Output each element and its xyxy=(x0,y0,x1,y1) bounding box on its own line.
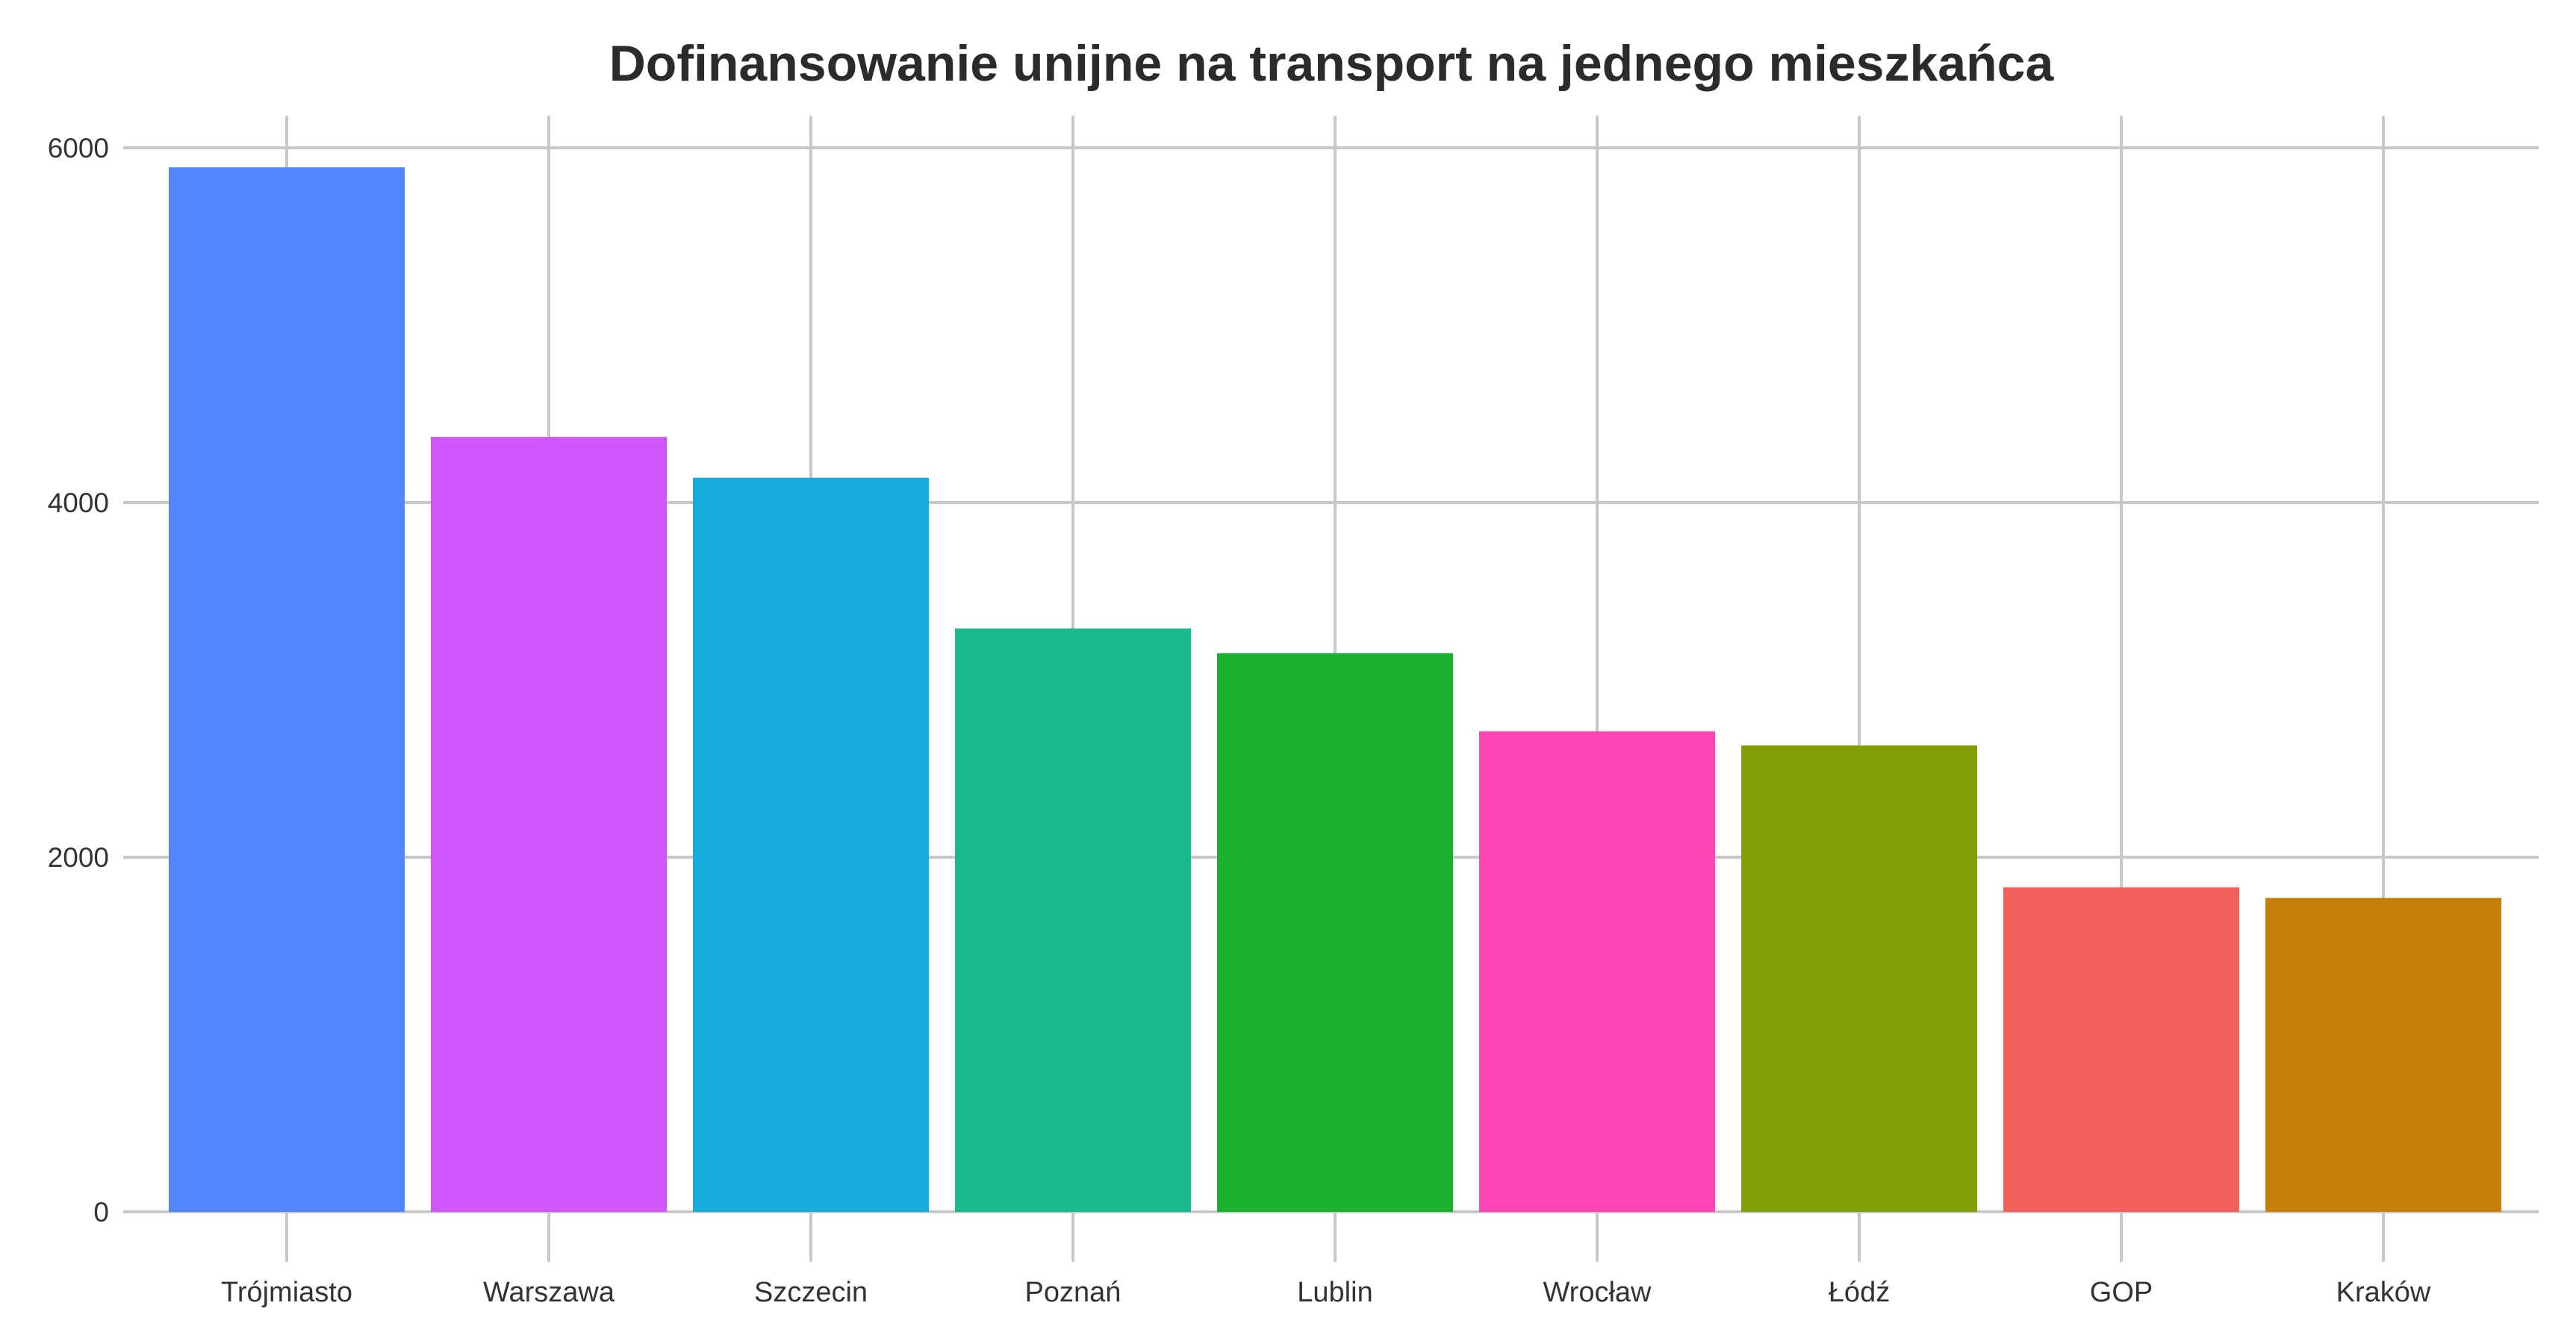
y-tick-label: 0 xyxy=(93,1197,109,1228)
y-tick-label: 4000 xyxy=(48,488,109,518)
y-tick-label: 6000 xyxy=(48,133,109,164)
chart-title: Dofinansowanie unijne na transport na je… xyxy=(609,35,2055,92)
x-tick-label: Szczecin xyxy=(754,1277,868,1308)
x-tick-label: Kraków xyxy=(2336,1277,2431,1308)
x-tick-label: Lublin xyxy=(1297,1277,1372,1308)
x-tick-label: Łódź xyxy=(1829,1277,1890,1308)
bars xyxy=(169,167,2501,1212)
x-tick-label: Wrocław xyxy=(1543,1277,1652,1308)
bar-5 xyxy=(1217,653,1453,1212)
bar-9 xyxy=(2265,897,2501,1212)
bar-6 xyxy=(1479,731,1715,1212)
x-tick-label: Trójmiasto xyxy=(221,1277,352,1308)
axes: 0 2000 4000 6000 Trójmiasto Warszawa Szczecin P… xyxy=(48,133,2431,1308)
bar-3 xyxy=(693,477,929,1212)
bar-4 xyxy=(955,628,1191,1212)
x-tick-label: Poznań xyxy=(1025,1277,1121,1308)
bar-2 xyxy=(431,437,667,1212)
bar-8 xyxy=(2003,887,2239,1212)
x-tick-label: Warszawa xyxy=(483,1277,615,1308)
y-tick-label: 2000 xyxy=(48,842,109,873)
bar-7 xyxy=(1741,745,1977,1212)
bar-1 xyxy=(169,167,405,1212)
x-tick-label: GOP xyxy=(2090,1277,2153,1308)
